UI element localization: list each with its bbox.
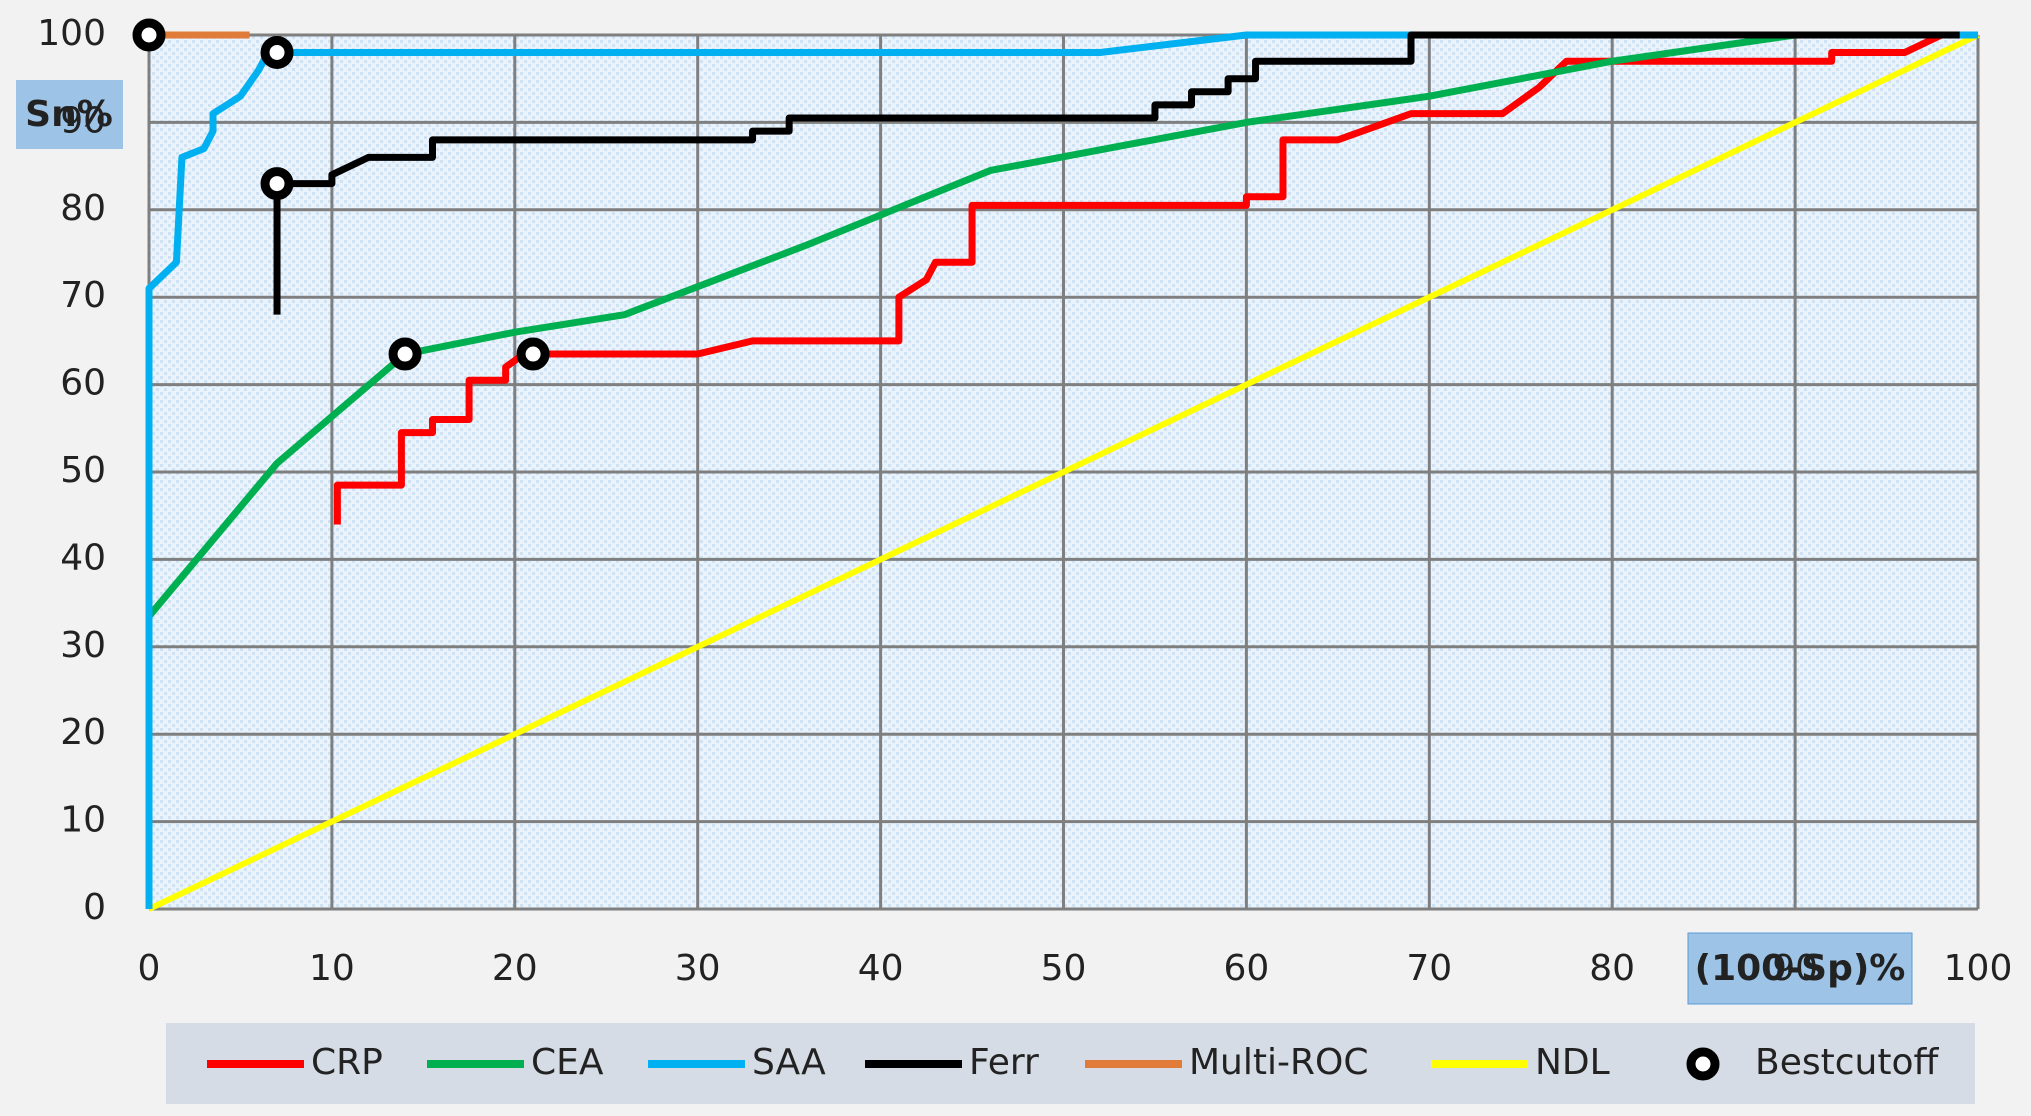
y-label-box xyxy=(16,80,123,149)
cutoff-marker xyxy=(132,18,166,52)
roc-line xyxy=(145,31,1978,909)
roc-line xyxy=(333,31,1978,525)
x-tick-label: 0 xyxy=(138,948,161,989)
y-tick-label: 20 xyxy=(60,712,106,753)
x-tick-label: 100 xyxy=(1944,948,2013,989)
y-axis-label: Sn% xyxy=(25,94,113,135)
y-tick-label: 10 xyxy=(60,800,106,841)
legend-label: Bestcutoff xyxy=(1755,1042,1939,1083)
x-label-box xyxy=(1687,932,1913,1005)
legend-label: NDL xyxy=(1535,1042,1610,1083)
legend-label: CEA xyxy=(531,1042,604,1083)
x-tick-label: 40 xyxy=(858,948,904,989)
x-tick-label: 90 xyxy=(1772,948,1818,989)
x-tick-label: 80 xyxy=(1589,948,1635,989)
legend-label: CRP xyxy=(311,1042,383,1083)
legend-label: Multi-ROC xyxy=(1189,1042,1368,1083)
x-tick-label: 50 xyxy=(1041,948,1087,989)
legend-label: SAA xyxy=(752,1042,826,1083)
roc-line xyxy=(147,32,1980,912)
y-tick-label: 60 xyxy=(60,363,106,404)
y-tick-label: 100 xyxy=(37,13,106,54)
cutoff-marker xyxy=(516,337,550,371)
x-tick-label: 30 xyxy=(675,948,721,989)
y-tick-label: 80 xyxy=(60,188,106,229)
y-tick-label: 90 xyxy=(60,100,106,141)
x-tick-label: 10 xyxy=(309,948,355,989)
y-tick-label: 40 xyxy=(60,537,106,578)
y-tick-label: 50 xyxy=(60,450,106,491)
y-tick-label: 30 xyxy=(60,625,106,666)
x-tick-label: 70 xyxy=(1406,948,1452,989)
y-tick-label: 0 xyxy=(83,887,106,928)
x-tick-label: 60 xyxy=(1223,948,1269,989)
x-axis-label: (100-Sp)% xyxy=(1695,948,1906,989)
x-tick-label: 20 xyxy=(492,948,538,989)
roc-line xyxy=(146,31,1978,619)
y-tick-label: 70 xyxy=(60,275,106,316)
cutoff-marker xyxy=(260,35,294,69)
roc-line xyxy=(273,31,1960,315)
cutoff-marker xyxy=(260,167,294,201)
cutoff-marker xyxy=(388,337,422,371)
legend-marker xyxy=(1686,1047,1720,1081)
legend-label: Ferr xyxy=(969,1042,1039,1083)
